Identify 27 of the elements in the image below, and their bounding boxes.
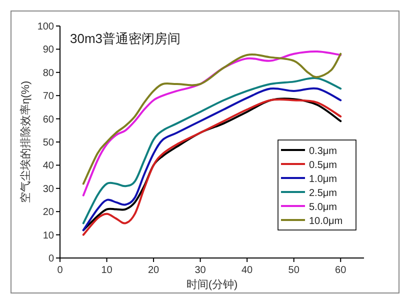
y-tick-label: 10 — [42, 230, 54, 242]
y-tick-label: 30 — [42, 184, 54, 195]
x-tick-label: 20 — [148, 265, 160, 276]
y-tick-label: 80 — [42, 68, 54, 79]
legend-label: 0.3μm — [309, 146, 337, 157]
y-tick-label: 40 — [42, 160, 54, 172]
x-tick-label: 0 — [57, 265, 64, 276]
x-tick-label: 30 — [194, 265, 206, 276]
x-tick-label: 40 — [242, 265, 254, 276]
y-tick-label: 60 — [42, 114, 54, 126]
legend-label: 1.0μm — [309, 174, 337, 185]
y-tick-label: 100 — [37, 22, 54, 32]
legend-label: 10.0μm — [309, 216, 343, 227]
legend-label: 0.5μm — [309, 160, 337, 171]
x-tick-label: 10 — [101, 265, 113, 276]
y-axis-title: 空气尘埃的排除效率η(%) — [19, 80, 32, 204]
y-tick-label: 70 — [42, 91, 54, 102]
legend-label: 5.0μm — [309, 202, 337, 213]
x-axis-title: 时间(分钟) — [186, 278, 238, 291]
y-tick-label: 20 — [42, 207, 54, 218]
legend-label: 2.5μm — [309, 188, 337, 199]
y-tick-label: 0 — [48, 254, 54, 264]
y-tick-label: 50 — [42, 138, 54, 148]
chart-title: 30m3普通密闭房间 — [70, 31, 181, 46]
y-tick-label: 90 — [42, 44, 54, 56]
x-tick-label: 60 — [335, 265, 347, 276]
x-tick-label: 50 — [288, 265, 300, 276]
